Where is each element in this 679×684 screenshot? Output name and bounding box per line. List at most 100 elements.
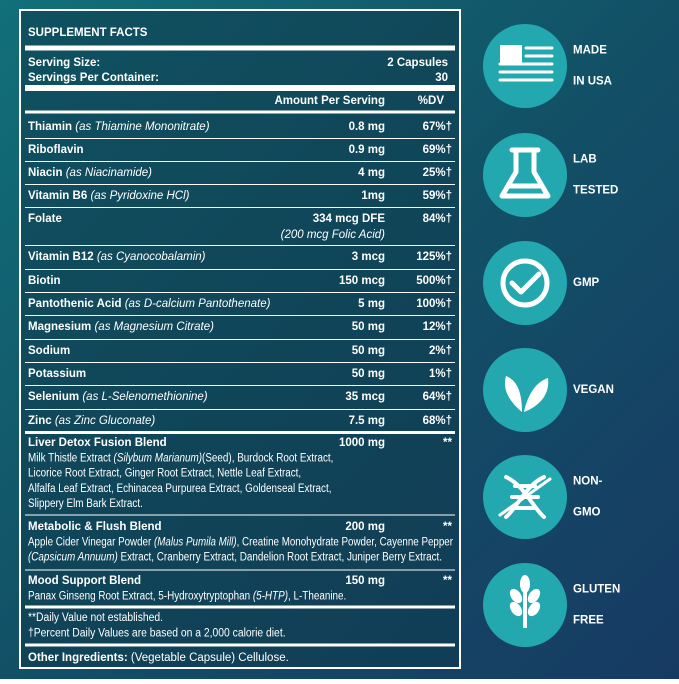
detail: (as Niacinamide) [66,167,152,179]
amount: 7.5 mg [349,415,385,427]
footnote: **Daily Value not established. [28,612,163,624]
nutrient-name: Vitamin B12 (as Cyanocobalamin) [28,251,206,263]
blend-dv: ** [443,575,452,587]
rule [25,138,455,139]
ingredient: (Capsicum Annuum) [28,552,118,564]
name: Sodium [28,345,70,357]
rule [25,431,455,434]
amount-note: (200 mcg Folic Acid) [281,229,386,241]
dv: 59%† [423,190,452,202]
ingredient-line: Licorice Root Extract, Ginger Root Extra… [28,468,301,480]
nutrient-name: Potassium [28,368,86,380]
name: Pantothenic Acid [28,298,122,310]
dv-header: %DV [418,95,445,107]
wheat-icon [509,575,541,628]
ingredient-line: Alfalfa Leaf Extract, Echinacea Purpurea… [28,483,331,495]
dv: 67%† [423,121,452,133]
rule [25,339,455,340]
ingredient-line: Panax Ginseng Root Extract, 5-Hydroxytry… [28,591,346,603]
blend-amount: 1000 mg [339,437,385,449]
blend-name: Liver Detox Fusion Blend [28,437,167,449]
detail: (as L-Selenomethionine) [82,391,207,403]
nutrient-name: Niacin (as Niacinamide) [28,167,152,179]
badge-circle [483,133,567,217]
amount: 35 mcg [345,391,385,403]
rule [25,514,455,516]
check-icon [500,258,550,308]
dv: 68%† [423,415,452,427]
rule [25,605,455,609]
servings-label: Servings Per Container: [28,72,159,84]
name: Folate [28,213,62,225]
blend-name: Mood Support Blend [28,575,141,587]
ingredient: Extract, Cranberry Extract, Dandelion Ro… [118,552,442,564]
nutrient-name: Biotin [28,275,61,287]
detail: (as Cyanocobalamin) [97,251,206,263]
nutrient-name: Riboflavin [28,144,84,156]
footnote: †Percent Daily Values are based on a 2,0… [28,628,286,640]
rule [25,269,455,270]
ingredient-line: (Capsicum Annuum) Extract, Cranberry Ext… [28,552,442,564]
dv: 25%† [423,167,452,179]
name: Thiamin [28,121,72,133]
ingredient-line: Apple Cider Vinegar Powder (Malus Pumila… [28,537,453,549]
name: Vitamin B6 [28,190,87,202]
amount: 0.9 mg [349,144,385,156]
nutrient-name: Folate [28,213,62,225]
nutrient-name: Thiamin (as Thiamine Mononitrate) [28,121,210,133]
badge-label: GMP [573,277,600,289]
name: Vitamin B12 [28,251,94,263]
dv: 500%† [416,275,452,287]
ingredient: Milk Thistle Extract [28,453,114,465]
rule [25,385,455,386]
badge-label: IN USA [573,76,612,88]
ingredient: Apple Cider Vinegar Powder [28,537,154,549]
ingredient: Alfalfa Leaf Extract, Echinacea Purpurea… [28,483,331,495]
badge-label: GMO [573,507,601,519]
badge-label: FREE [573,615,604,627]
ingredient-line: Slippery Elm Bark Extract. [28,498,143,510]
amount: 150 mcg [339,275,385,287]
blend-amount: 200 mg [345,521,385,533]
rule [25,292,455,293]
rule [25,184,455,185]
flask-icon [499,147,551,199]
detail: (as D-calcium Pantothenate) [125,298,271,310]
rule [25,110,455,114]
leaf-icon [504,376,549,412]
rule [25,207,455,208]
badge-circle [483,24,567,108]
amount: 0.8 mg [349,121,385,133]
amount: 1mg [361,190,385,202]
flag-icon [498,45,554,82]
amount: 334 mcg DFE [313,213,386,225]
amount: 50 mg [352,345,385,357]
amount: 50 mg [352,321,385,333]
name: Riboflavin [28,144,84,156]
rule [25,245,455,246]
rule [25,85,455,91]
blend-dv: ** [443,521,452,533]
ingredient: , L-Theanine. [288,591,346,603]
dv: 125%† [416,251,452,263]
ingredient: , Creatine Monohydrate Powder, Cayenne P… [237,537,454,549]
badge-circle [483,348,567,432]
rule [25,643,455,647]
ingredient: (Malus Pumila Mill) [154,537,237,549]
rule [25,161,455,162]
title: SUPPLEMENT FACTS [28,27,148,39]
serving-size-label: Serving Size: [28,57,100,69]
dv: 12%† [423,321,452,333]
dv: 64%† [423,391,452,403]
rule [25,569,455,571]
ingredient: Slippery Elm Bark Extract. [28,498,143,510]
value: (Vegetable Capsule) Cellulose. [131,652,289,664]
amount: 5 mg [358,298,385,310]
name: Magnesium [28,321,91,333]
dv: 100%† [416,298,452,310]
badge-label: NON- [573,476,603,488]
dv: 69%† [423,144,452,156]
nutrient-name: Selenium (as L-Selenomethionine) [28,391,208,403]
rule [25,409,455,410]
